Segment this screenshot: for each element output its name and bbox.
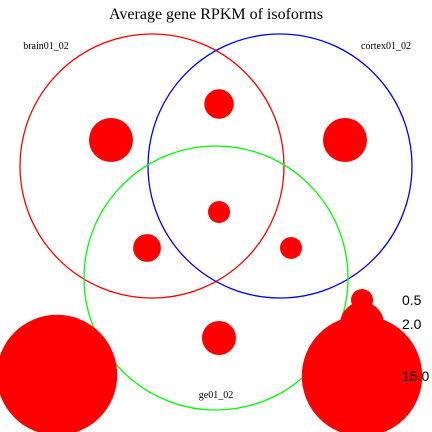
legend-label: 0.5 xyxy=(402,292,422,308)
legend: 0.5 2.0 15.0 xyxy=(302,289,430,432)
region-bubble-cortex01_02-ge01_02 xyxy=(280,237,302,259)
set-label: brain01_02 xyxy=(23,41,69,52)
region-bubbles xyxy=(89,89,367,355)
region-bubble-cortex01_02 xyxy=(323,118,367,162)
legend-label: 2.0 xyxy=(402,316,422,332)
region-bubble-brain01_02 xyxy=(89,118,133,162)
set-label: ge01_02 xyxy=(199,390,233,401)
region-bubble-ge01_02 xyxy=(202,321,236,355)
region-bubble-brain01_02-cortex01_02-ge01_02 xyxy=(208,201,230,223)
legend-label: 15.0 xyxy=(402,368,429,384)
all-expressed-bubble xyxy=(0,315,117,432)
set-circle-cortex01_02 xyxy=(148,34,412,298)
region-bubble-brain01_02-ge01_02 xyxy=(133,234,161,262)
set-label: cortex01_02 xyxy=(361,41,411,52)
region-bubble-brain01_02-cortex01_02 xyxy=(204,89,234,119)
chart-title: Average gene RPKM of isoforms xyxy=(109,6,323,23)
all-expressed-group: all expressed genes xyxy=(0,315,117,432)
